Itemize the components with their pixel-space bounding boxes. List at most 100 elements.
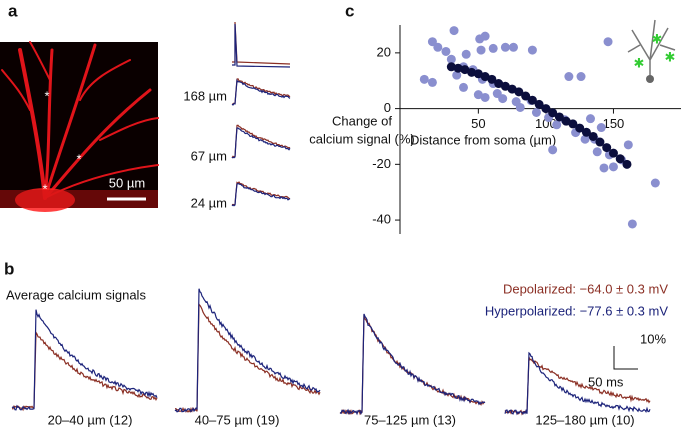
point <box>531 108 541 118</box>
point <box>622 159 632 169</box>
point <box>548 108 558 118</box>
scale-label: 50 ms <box>588 374 624 389</box>
point <box>461 49 471 59</box>
trace <box>231 124 291 159</box>
point <box>452 70 462 80</box>
y-tick-label: 20 <box>377 44 391 59</box>
point <box>527 45 537 55</box>
legend-entry: Hyperpolarized: −77.6 ± 0.3 mV <box>485 303 668 318</box>
trace <box>231 127 291 159</box>
point <box>599 163 609 173</box>
point <box>615 154 625 164</box>
dendrites <box>1 41 159 200</box>
point <box>596 123 606 133</box>
point <box>453 63 463 73</box>
point <box>581 127 591 137</box>
point <box>446 54 456 64</box>
point <box>441 46 451 56</box>
x-tick-label: 150 <box>603 116 625 131</box>
trace-label: 168 µm <box>183 88 227 103</box>
y-axis-label: calcium signal (%) <box>309 131 414 146</box>
point <box>548 145 558 155</box>
point <box>458 82 468 92</box>
point <box>585 114 595 124</box>
point <box>575 123 585 133</box>
x-tick-label: 50 <box>471 116 485 131</box>
point <box>487 74 497 84</box>
point <box>515 102 525 112</box>
point <box>476 45 486 55</box>
trace <box>11 309 158 411</box>
point <box>592 147 602 157</box>
trace <box>504 351 651 416</box>
group-label: 75–125 µm (13) <box>364 412 456 427</box>
point <box>507 84 517 94</box>
marker: * <box>44 88 49 103</box>
point <box>498 94 508 104</box>
stim-trace <box>232 21 291 65</box>
point <box>433 42 443 52</box>
svg-text:✱: ✱ <box>652 31 663 46</box>
stim-trace <box>232 23 291 68</box>
svg-text:✱: ✱ <box>665 49 676 64</box>
marker: * <box>76 151 81 166</box>
point <box>603 37 613 47</box>
point <box>480 92 490 102</box>
scale-label: 50 µm <box>109 175 145 190</box>
point <box>623 140 633 150</box>
trace <box>231 78 291 105</box>
point <box>568 119 578 129</box>
group-label: 40–75 µm (19) <box>195 412 280 427</box>
trace-label: 24 µm <box>191 195 227 210</box>
trace <box>231 78 291 106</box>
point <box>595 137 605 147</box>
point <box>527 95 537 105</box>
point <box>564 72 574 82</box>
point <box>500 81 510 91</box>
point <box>580 134 590 144</box>
x-axis-label: Distance from soma (µm) <box>410 132 556 147</box>
point <box>576 72 586 82</box>
soma-glow <box>0 190 158 208</box>
point <box>446 62 456 72</box>
point <box>521 91 531 101</box>
point <box>608 162 618 172</box>
y-tick-label: 0 <box>384 100 391 115</box>
point <box>480 31 490 41</box>
point <box>552 120 562 130</box>
point <box>508 42 518 52</box>
panel-label: a <box>8 1 18 20</box>
trace <box>231 181 291 206</box>
point <box>449 26 459 36</box>
point <box>494 79 504 89</box>
y-tick-label: -20 <box>372 156 391 171</box>
marker: * <box>42 181 47 196</box>
point <box>627 219 637 229</box>
point <box>514 87 524 97</box>
panel-label: b <box>4 259 14 278</box>
point <box>541 104 551 114</box>
y-tick-label: -40 <box>372 212 391 227</box>
y-axis-label: Change of <box>332 113 392 128</box>
trace <box>339 313 486 416</box>
point <box>460 65 470 75</box>
point <box>488 43 498 53</box>
point <box>650 178 660 188</box>
trace-label: 67 µm <box>191 148 227 163</box>
neuron-icon: ✱ ✱ ✱ <box>627 19 676 83</box>
scale-bar <box>613 346 638 370</box>
point <box>608 148 618 158</box>
svg-text:✱: ✱ <box>634 55 645 70</box>
legend-entry: Depolarized: −64.0 ± 0.3 mV <box>503 281 668 296</box>
point <box>427 37 437 47</box>
point <box>561 116 571 126</box>
point <box>419 74 429 84</box>
point <box>427 77 437 87</box>
point <box>554 112 564 122</box>
point <box>588 131 598 141</box>
group-label: 125–180 µm (10) <box>535 412 634 427</box>
point <box>473 90 483 100</box>
point <box>602 143 612 153</box>
panel-title: Average calcium signals <box>6 287 146 302</box>
